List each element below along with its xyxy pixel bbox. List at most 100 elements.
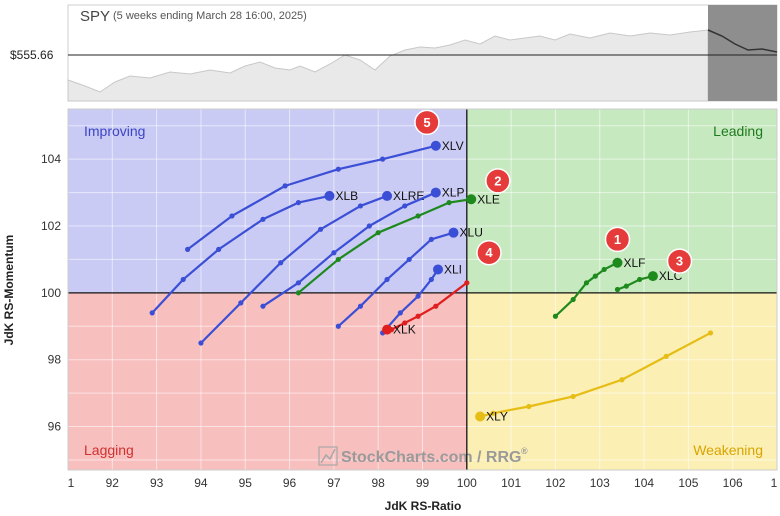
trail-line — [297, 198, 473, 294]
trail-point — [295, 199, 302, 206]
quadrant-labels: Improving Leading Weakening Lagging — [84, 123, 763, 458]
x-tick-label: 105 — [678, 476, 698, 490]
trail-point — [295, 280, 302, 286]
rank-badge: 4 — [476, 239, 502, 266]
sector-label: XLF — [623, 256, 645, 270]
trail-point — [216, 246, 222, 252]
badge-circle — [485, 168, 511, 194]
trail-xle: XLE — [295, 192, 500, 296]
rank-badge: 5 — [414, 109, 440, 136]
badge-circle — [604, 226, 631, 253]
trail-point — [335, 323, 341, 329]
price-forecast-line — [707, 29, 778, 53]
badge-circle — [414, 109, 440, 136]
trail-line — [261, 191, 437, 308]
x-tick-label: 98 — [372, 476, 386, 490]
badge-number: 1 — [614, 232, 621, 247]
trail-point — [295, 290, 302, 296]
trail-point — [357, 203, 364, 209]
trail-point — [623, 283, 629, 289]
badge-number: 2 — [494, 173, 501, 188]
trail-point — [317, 226, 324, 232]
trail-head-point — [324, 190, 335, 201]
x-tick-label: 103 — [590, 476, 610, 490]
x-tick-label: 92 — [106, 476, 120, 490]
x-tick-label: 104 — [634, 476, 654, 490]
badge-number: 3 — [676, 254, 683, 269]
trail-point — [260, 216, 266, 222]
sector-label: XLRE — [393, 189, 424, 203]
plot-border — [67, 108, 778, 471]
header-symbol: SPY — [80, 8, 110, 25]
trail-point — [415, 293, 421, 299]
trail-line — [151, 194, 331, 314]
trail-head-point — [466, 194, 477, 205]
trail-point — [637, 276, 643, 283]
trail-head-point — [433, 264, 444, 275]
x-tick-label: 96 — [283, 476, 297, 490]
trail-point — [331, 250, 337, 256]
sector-label: XLU — [460, 226, 483, 240]
sector-label: XLK — [393, 323, 416, 337]
x-tick-label: 106 — [723, 476, 743, 490]
trail-xlk: XLK — [382, 280, 470, 337]
x-tick-label: 101 — [501, 476, 521, 490]
y-tick-label: 96 — [48, 420, 62, 434]
trail-point — [366, 223, 372, 229]
tick-labels: 1 92 93 94 95 96 97 98 99 100 101 102 103 104 105 106 1 9… — [41, 152, 778, 490]
x-tick-label: 1 — [68, 476, 75, 490]
x-axis-title: JdK RS-Ratio — [385, 499, 462, 513]
trail-point — [415, 313, 421, 319]
trail-point — [375, 230, 381, 236]
quadrant-label-leading: Leading — [713, 123, 763, 139]
badge-circle — [666, 248, 693, 274]
y-tick-label: 104 — [41, 152, 61, 166]
quadrant-lagging — [68, 292, 467, 470]
quadrant-label-lagging: Lagging — [84, 442, 134, 458]
trail-point — [490, 410, 496, 416]
trail-point — [185, 246, 191, 252]
x-tick-label: 94 — [194, 476, 208, 490]
y-tick-label: 102 — [41, 219, 61, 233]
trail-point — [229, 213, 235, 219]
trail-xlf: XLF — [552, 256, 645, 319]
trail-xlu: XLU — [335, 226, 483, 329]
trail-point — [282, 183, 288, 189]
price-label: $555.66 — [10, 48, 54, 62]
trail-xli: XLI — [380, 262, 462, 336]
trail-head-point — [448, 227, 459, 238]
trail-point — [614, 286, 621, 293]
trail-point — [592, 273, 598, 279]
trail-point — [180, 276, 186, 283]
trail-xlb: XLB — [149, 189, 358, 316]
sector-label: XLV — [442, 139, 464, 153]
trail-point — [619, 377, 625, 383]
trail-point — [663, 353, 669, 359]
trail-line — [337, 231, 455, 328]
watermark-text: StockCharts.com / RRG — [341, 449, 521, 466]
trail-point — [278, 260, 284, 266]
trail-point — [402, 203, 408, 209]
price-area — [67, 29, 709, 102]
trail-head-point — [612, 257, 623, 268]
trail-point — [446, 199, 452, 206]
badge-number: 5 — [423, 115, 430, 130]
quadrant-label-weakening: Weakening — [693, 442, 763, 458]
trail-xly: XLY — [475, 330, 714, 424]
trail-point — [335, 166, 341, 172]
trail-point — [433, 303, 439, 309]
y-axis-title: JdK RS-Momentum — [2, 235, 16, 346]
watermark-registered-mark: ® — [521, 446, 528, 456]
trail-point — [402, 320, 408, 326]
trail-point — [552, 313, 559, 319]
x-tick-label: 102 — [545, 476, 565, 490]
trail-point — [415, 213, 421, 219]
price-strip: SPY (5 weeks ending March 28 16:00, 2025… — [10, 4, 778, 102]
trail-point — [380, 156, 386, 162]
trail-point — [570, 296, 576, 303]
trail-point — [406, 256, 412, 263]
trail-xlp: XLP — [260, 186, 464, 309]
trail-point — [198, 340, 204, 346]
